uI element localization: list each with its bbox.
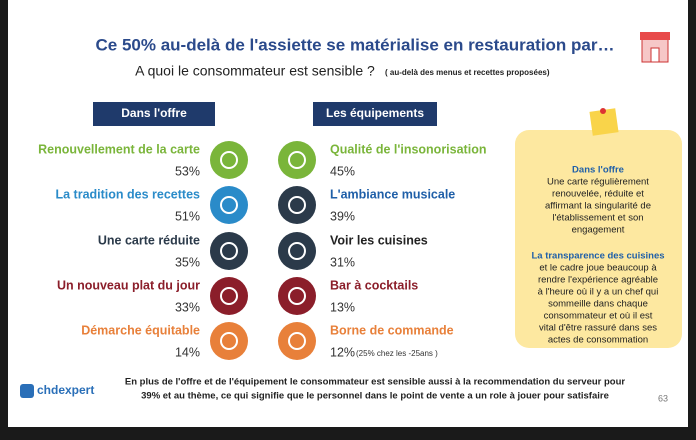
item-label: La tradition des recettes bbox=[56, 187, 201, 201]
note-line: engagement bbox=[572, 225, 625, 236]
column-heading: Dans l'offre bbox=[121, 106, 187, 120]
icon bbox=[278, 322, 316, 360]
note-line: sommeille dans chaque bbox=[548, 299, 648, 310]
icon-glyph bbox=[220, 196, 238, 214]
item-label: Démarche équitable bbox=[81, 323, 200, 337]
note-line: renouvelée, réduite et bbox=[552, 189, 644, 200]
item-percent: 39% bbox=[330, 209, 355, 223]
item-percent: 14% bbox=[175, 345, 200, 359]
icon-glyph bbox=[220, 242, 238, 260]
logo-text: chdexpert bbox=[37, 383, 94, 397]
icon bbox=[210, 277, 248, 315]
icon bbox=[278, 186, 316, 224]
icon-glyph bbox=[220, 287, 238, 305]
icon-glyph bbox=[288, 287, 306, 305]
item-percent: 53% bbox=[175, 164, 200, 178]
note-line: et le cadre joue beaucoup à bbox=[539, 263, 657, 274]
item-label: Un nouveau plat du jour bbox=[57, 278, 200, 292]
footer-line: 39% et au thème, ce qui signifie que le … bbox=[141, 391, 609, 402]
note-line: l'établissement et son bbox=[552, 213, 643, 224]
heading-box bbox=[93, 102, 215, 126]
icon-glyph bbox=[288, 151, 306, 169]
item-percent: 35% bbox=[175, 255, 200, 269]
icon-glyph bbox=[220, 151, 238, 169]
note-heading: Dans l'offre bbox=[572, 165, 624, 176]
item-percent: 51% bbox=[175, 209, 200, 223]
note-line: à l'heure où il y a un chef qui bbox=[538, 287, 659, 298]
item-label: Bar à cocktails bbox=[330, 278, 418, 292]
title: Ce 50% au-delà de l'assiette se matérial… bbox=[96, 35, 615, 54]
item-percent: 13% bbox=[330, 300, 355, 314]
note-line: rendre l'expérience agréable bbox=[538, 275, 658, 286]
item-label: Une carte réduite bbox=[98, 233, 200, 247]
footer-line: En plus de l'offre et de l'équipement le… bbox=[125, 377, 626, 388]
icon-glyph bbox=[288, 196, 306, 214]
icon-glyph bbox=[220, 332, 238, 350]
note-line: affirmant la singularité de bbox=[545, 201, 651, 212]
note-box bbox=[515, 130, 682, 348]
note-line: consommateur et où il est bbox=[544, 311, 653, 322]
subtitle: A quoi le consommateur est sensible ? bbox=[135, 63, 375, 79]
heading-box bbox=[313, 102, 437, 126]
item-note: (25% chez les -25ans ) bbox=[356, 349, 438, 358]
item-label: Voir les cuisines bbox=[330, 233, 428, 247]
note-line: Une carte régulièrement bbox=[547, 177, 649, 188]
note-heading: La transparence des cuisines bbox=[531, 251, 664, 262]
item-label: L'ambiance musicale bbox=[330, 187, 455, 201]
item-percent: 45% bbox=[330, 164, 355, 178]
note-line: actes de consommation bbox=[548, 335, 648, 346]
item-label: Borne de commande bbox=[330, 323, 454, 337]
subtitle-note: ( au-delà des menus et recettes proposée… bbox=[385, 68, 550, 77]
item-percent: 33% bbox=[175, 300, 200, 314]
icon bbox=[278, 277, 316, 315]
sticky-icon bbox=[589, 108, 619, 136]
item-label: Qualité de l'insonorisation bbox=[330, 142, 486, 156]
icon bbox=[210, 232, 248, 270]
icon bbox=[210, 186, 248, 224]
column-heading: Les équipements bbox=[326, 106, 424, 120]
icon bbox=[210, 322, 248, 360]
page-number: 63 bbox=[658, 393, 668, 403]
note-line: vital d'être rassuré dans ses bbox=[539, 323, 657, 334]
icon bbox=[278, 232, 316, 270]
store-icon bbox=[640, 32, 670, 63]
logo: chdexpert bbox=[20, 383, 94, 398]
icon-glyph bbox=[288, 332, 306, 350]
item-label: Renouvellement de la carte bbox=[38, 142, 200, 156]
icon-glyph bbox=[288, 242, 306, 260]
item-percent: 12% bbox=[330, 345, 355, 359]
icon bbox=[210, 141, 248, 179]
item-percent: 31% bbox=[330, 255, 355, 269]
icon bbox=[278, 141, 316, 179]
